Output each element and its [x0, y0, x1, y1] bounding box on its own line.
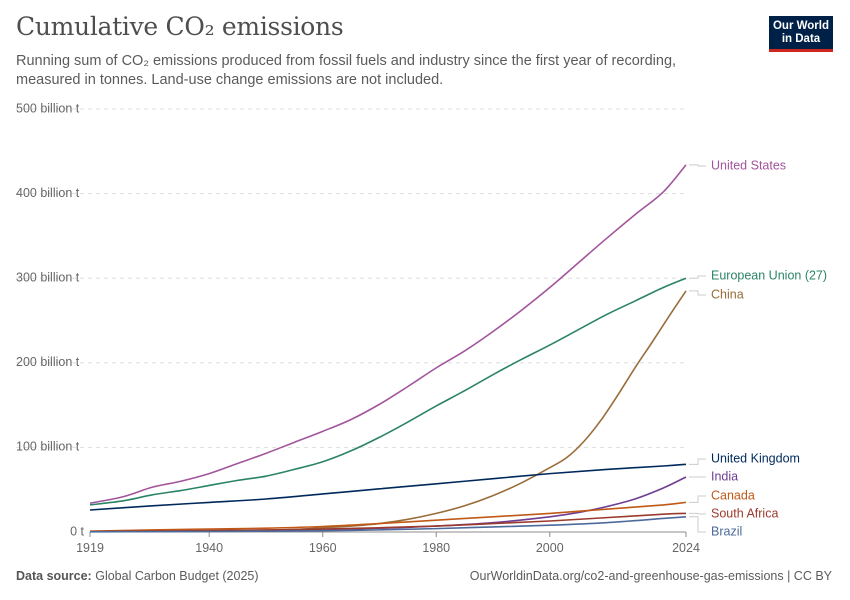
- y-tick-label: 500 billion t: [16, 101, 80, 115]
- source-url[interactable]: OurWorldinData.org/co2-and-greenhouse-ga…: [469, 569, 832, 583]
- series-labels: United States European Union (27) China Uni…: [689, 158, 827, 538]
- series-label-united-states[interactable]: United States: [711, 158, 786, 172]
- series-label-brazil[interactable]: Brazil: [711, 524, 742, 538]
- data-source-label: Data source:: [16, 569, 92, 583]
- series-line-united-states[interactable]: [89, 164, 687, 505]
- logo-line-2: in Data: [781, 33, 821, 45]
- x-tick-label: 1919: [76, 541, 104, 555]
- series-label-china[interactable]: China: [711, 287, 744, 301]
- y-tick-label: 300 billion t: [16, 270, 80, 284]
- series-lines: [89, 164, 687, 533]
- series-line-canada[interactable]: [89, 501, 687, 532]
- series-line-united-kingdom[interactable]: [89, 463, 687, 511]
- y-axis-ticks: 0 t 100 billion t 200 billion t 300 billion…: [16, 101, 85, 538]
- x-axis-ticks: 1919 1940 1960 1980 2000 2024: [76, 532, 700, 555]
- logo-line-1: Our World: [772, 20, 829, 32]
- series-label-united-kingdom[interactable]: United Kingdom: [711, 451, 800, 465]
- series-label-south-africa[interactable]: South Africa: [711, 506, 778, 520]
- chart-title: Cumulative CO₂ emissions: [16, 12, 344, 41]
- x-tick-label: 1980: [422, 541, 450, 555]
- data-source: Data source: Global Carbon Budget (2025): [16, 569, 259, 583]
- series-label-canada[interactable]: Canada: [711, 488, 755, 502]
- x-tick-label: 2000: [536, 541, 564, 555]
- data-source-value: Global Carbon Budget (2025): [95, 569, 259, 583]
- chart-subtitle: Running sum of CO₂ emissions produced fr…: [16, 53, 677, 88]
- y-tick-label: 0 t: [70, 524, 84, 538]
- series-label-european-union-27[interactable]: European Union (27): [711, 268, 827, 282]
- series-label-connector: [689, 516, 706, 533]
- y-tick-label: 100 billion t: [16, 440, 80, 454]
- grid-lines: [16, 108, 686, 533]
- y-tick-label: 400 billion t: [16, 186, 80, 200]
- owid-logo[interactable]: Our World in Data: [769, 16, 833, 52]
- series-label-connector: [689, 164, 706, 167]
- series-line-european-union-27[interactable]: [89, 277, 687, 506]
- series-label-india[interactable]: India: [711, 469, 738, 483]
- series-line-china[interactable]: [89, 290, 687, 533]
- x-tick-label: 1960: [309, 541, 337, 555]
- series-label-connector: [689, 458, 706, 465]
- x-tick-label: 2024: [672, 541, 700, 555]
- series-line-brazil[interactable]: [89, 515, 687, 533]
- series-label-connector: [689, 290, 706, 296]
- series-label-connector: [689, 512, 706, 515]
- y-tick-label: 200 billion t: [16, 355, 80, 369]
- series-label-connector: [689, 275, 706, 279]
- series-label-connector: [689, 495, 706, 503]
- x-tick-label: 1940: [195, 541, 223, 555]
